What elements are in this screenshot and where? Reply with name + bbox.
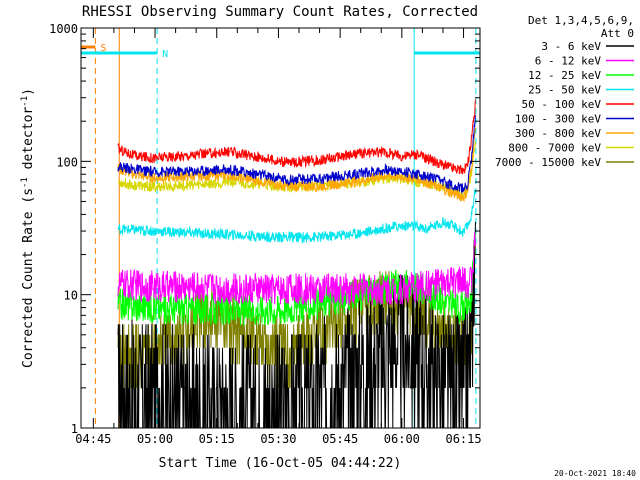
x-tick-label: 06:15 bbox=[445, 432, 481, 446]
x-tick-label: 06:00 bbox=[384, 432, 420, 446]
legend-header-line: Att 0 bbox=[601, 27, 634, 40]
x-tick-label: 05:15 bbox=[199, 432, 235, 446]
series-line-12-25kev bbox=[117, 232, 476, 327]
legend-entry-label: 3 - 6 keV bbox=[541, 40, 601, 53]
legend-entry-label: 800 - 7000 keV bbox=[508, 142, 601, 155]
plot-frame bbox=[80, 27, 481, 429]
y-tick-label: 100 bbox=[56, 155, 78, 169]
y-tick-label: 1000 bbox=[49, 22, 78, 36]
legend-entry-label: 12 - 25 keV bbox=[528, 69, 601, 82]
series-line-50-100kev bbox=[117, 99, 476, 175]
chart-title: RHESSI Observing Summary Count Rates, Co… bbox=[82, 4, 478, 20]
x-tick-label: 05:45 bbox=[322, 432, 358, 446]
legend-entry-label: 7000 - 15000 keV bbox=[495, 156, 601, 169]
y-axis-label-close: ) bbox=[21, 88, 36, 96]
legend-entry-label: 50 - 100 keV bbox=[522, 98, 602, 111]
y-axis-label: Corrected Count Rate (s-1 detector-1) bbox=[20, 88, 36, 368]
y-tick-label: 1 bbox=[71, 422, 78, 436]
flag-label: S bbox=[100, 43, 106, 54]
y-axis-label-sup: -1 bbox=[20, 177, 30, 188]
x-tick-label: 04:45 bbox=[75, 432, 111, 446]
x-axis-label: Start Time (16-Oct-05 04:44:22) bbox=[159, 456, 402, 471]
legend-entry-label: 100 - 300 keV bbox=[515, 113, 601, 126]
legend-entry-label: 6 - 12 keV bbox=[535, 55, 602, 68]
legend-header-line: Det 1,3,4,5,6,9, bbox=[528, 14, 634, 27]
y-axis-label-tail: detector bbox=[21, 107, 36, 178]
flag-label: N bbox=[162, 49, 168, 60]
series-line-6-12kev bbox=[117, 232, 476, 306]
x-tick-label: 05:00 bbox=[137, 432, 173, 446]
series-line-300-800kev bbox=[117, 127, 476, 203]
x-tick-label: 05:30 bbox=[260, 432, 296, 446]
legend-entry-label: 25 - 50 keV bbox=[528, 84, 601, 97]
footer-date: 20-Oct-2021 18:40 bbox=[554, 469, 636, 478]
legend: Det 1,3,4,5,6,9,Att 03 - 6 keV 6 - 12 keV… bbox=[495, 14, 634, 169]
legend-entry-label: 300 - 800 keV bbox=[515, 127, 601, 140]
plot-marks-layer: SN bbox=[81, 28, 480, 428]
y-axis-label-main: Corrected Count Rate (s bbox=[21, 188, 36, 368]
axes-layer: 1 10 100 1000 04:45 05:00 05:15 05:30 05:45 06:00… bbox=[49, 22, 482, 446]
y-tick-label: 10 bbox=[64, 289, 78, 303]
series-line-25-50kev bbox=[117, 189, 476, 245]
series-line-100-300kev bbox=[117, 114, 476, 195]
series-line-3-6kev bbox=[117, 221, 476, 428]
y-axis-label-tail-sup: -1 bbox=[20, 96, 30, 107]
